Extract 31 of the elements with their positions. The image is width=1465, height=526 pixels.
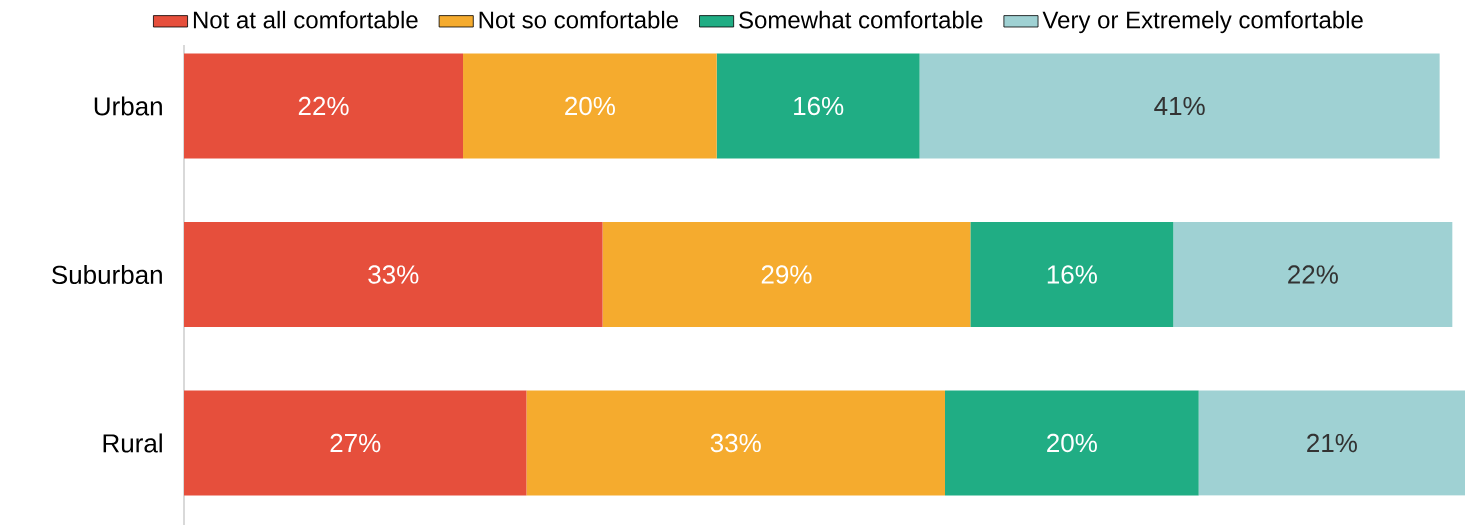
data-label: 21% — [1307, 433, 1357, 453]
bar — [970, 222, 1174, 327]
data-label: 27% — [330, 433, 381, 453]
bar — [463, 53, 717, 159]
data-label: 22% — [298, 96, 349, 116]
data-label: 16% — [1047, 265, 1097, 284]
bar — [526, 390, 945, 496]
data-label: 41% — [1154, 96, 1205, 116]
data-label: 16% — [794, 96, 844, 116]
bar — [1173, 222, 1453, 327]
legend-label: Not at all comfortable — [193, 10, 418, 29]
bar — [919, 53, 1440, 159]
data-label: 20% — [565, 96, 615, 116]
legend-label: Very or Extremely comfortable — [1042, 10, 1363, 34]
y-tick-label: Suburban — [52, 264, 162, 285]
data-label: 22% — [1288, 265, 1338, 284]
data-label: 20% — [1047, 433, 1097, 453]
bar — [184, 222, 603, 327]
legend-label: Somewhat comfortable — [739, 10, 983, 29]
bar — [184, 390, 527, 496]
bar — [184, 53, 464, 159]
bar — [1198, 390, 1465, 496]
legend-label: Not so comfortable — [479, 10, 678, 29]
bar — [945, 390, 1199, 496]
bar — [716, 53, 920, 159]
bar — [602, 222, 971, 327]
y-tick-label: Urban — [94, 96, 162, 116]
data-label: 33% — [710, 433, 761, 453]
data-label: 33% — [368, 265, 419, 284]
data-label: 29% — [761, 265, 812, 284]
y-tick-label: Rural — [103, 433, 162, 453]
